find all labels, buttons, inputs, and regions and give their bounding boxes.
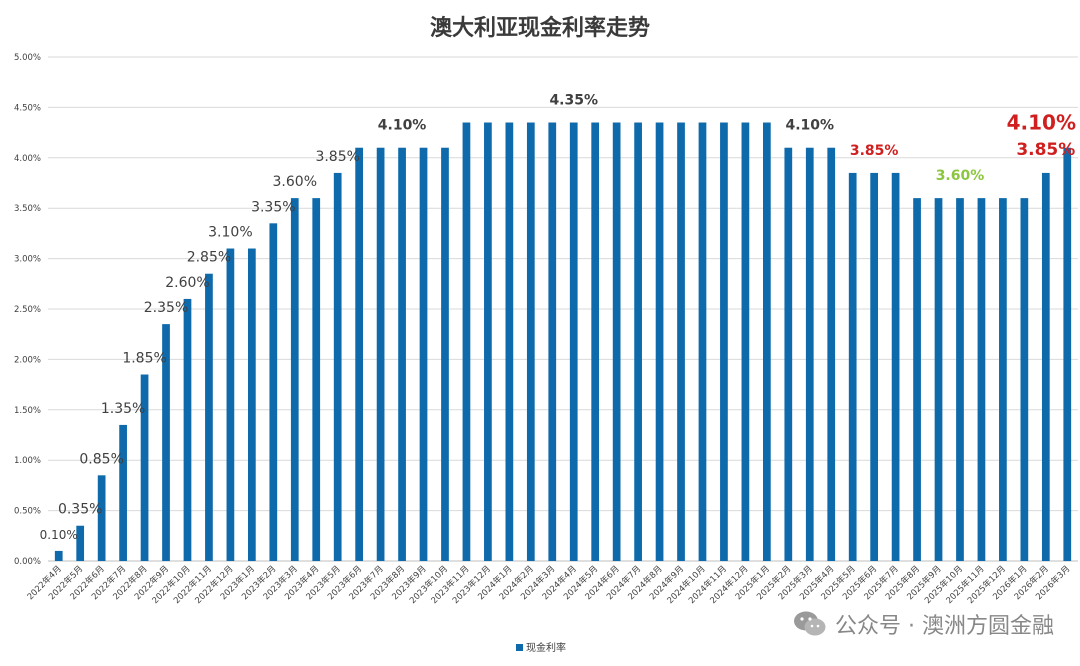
bar — [848, 172, 857, 562]
bars — [54, 122, 1072, 562]
bar — [76, 525, 85, 561]
bar — [54, 550, 63, 561]
legend-label: 现金利率 — [526, 641, 566, 654]
y-tick-label: 0.00% — [14, 557, 41, 567]
bar — [870, 172, 879, 562]
bar — [269, 223, 278, 561]
bar — [97, 475, 106, 561]
bar — [612, 122, 621, 562]
data-label: 4.10% — [785, 118, 834, 134]
bar — [934, 198, 943, 561]
bar — [913, 198, 921, 561]
y-tick-label: 0.50% — [14, 507, 41, 517]
data-label: 3.85% — [1016, 140, 1075, 160]
data-label: 2.85% — [187, 250, 231, 266]
bar — [956, 198, 964, 561]
data-label: 2.60% — [165, 275, 209, 291]
bar — [698, 122, 707, 562]
data-label: 4.10% — [378, 118, 427, 134]
bar — [226, 248, 235, 561]
chart-title: 澳大利亚现金利率走势 — [430, 15, 650, 41]
legend-swatch — [516, 644, 523, 651]
y-tick-label: 1.50% — [14, 406, 41, 416]
watermark-text: 公众号 · 澳洲方圆金融 — [835, 614, 1054, 639]
gridlines — [48, 56, 1078, 512]
bar — [999, 198, 1007, 561]
bar — [119, 424, 127, 561]
y-tick-label: 2.50% — [14, 305, 41, 315]
bar — [333, 172, 342, 562]
bar — [655, 122, 664, 562]
watermark: 公众号 · 澳洲方圆金融 — [793, 608, 1054, 640]
bar — [162, 324, 170, 561]
bar — [741, 122, 750, 562]
data-label: 3.10% — [208, 225, 252, 241]
bar — [827, 147, 836, 561]
legend: 现金利率 — [516, 641, 566, 654]
bar — [526, 122, 535, 562]
bar — [634, 122, 642, 562]
value-annotations: 0.10% 0.35% 0.85% 1.35% 1.85% 2.35% 2.60% 2.85%… — [40, 93, 1076, 542]
bar — [484, 122, 492, 562]
data-label: 3.60% — [273, 174, 317, 190]
data-label: 4.35% — [549, 93, 598, 109]
y-tick-label: 1.00% — [14, 456, 41, 466]
data-label: 4.10% — [1007, 111, 1076, 135]
data-label: 2.35% — [144, 300, 188, 316]
bar — [205, 273, 213, 561]
bar — [419, 147, 428, 561]
bar — [1020, 198, 1029, 561]
bar — [355, 147, 364, 561]
bar — [183, 298, 192, 561]
bar — [977, 198, 986, 561]
data-label: 1.35% — [101, 401, 145, 417]
data-label: 3.85% — [850, 143, 899, 159]
bar — [290, 198, 299, 561]
y-tick-label: 4.50% — [14, 103, 41, 113]
bar — [312, 198, 321, 561]
bar — [1063, 147, 1072, 561]
bar — [247, 248, 256, 561]
bar — [569, 122, 578, 562]
wechat-icon — [794, 611, 826, 636]
data-label: 0.35% — [58, 502, 102, 518]
bar — [720, 122, 728, 562]
bar — [677, 122, 685, 562]
bar — [548, 122, 557, 562]
data-label: 3.35% — [251, 199, 295, 215]
data-label: 3.85% — [315, 149, 359, 165]
x-axis-tick-labels: 2022年4月2022年5月2022年6月2022年7月2022年8月2022年… — [25, 563, 1072, 606]
bar — [591, 122, 600, 562]
bar — [1041, 172, 1050, 562]
bar — [441, 147, 449, 561]
data-label: 0.85% — [79, 451, 123, 467]
y-tick-label: 4.00% — [14, 154, 41, 164]
y-tick-label: 5.00% — [14, 53, 41, 63]
data-label: 1.85% — [122, 351, 166, 367]
bar — [805, 147, 814, 561]
bar — [505, 122, 514, 562]
data-label: 3.60% — [936, 168, 985, 184]
y-tick-label: 3.50% — [14, 204, 41, 214]
y-axis-tick-labels: 0.00% 0.50% 1.00% 1.50% 2.00% 2.50% 3.00% 3.50%… — [14, 53, 41, 567]
data-label: 0.10% — [40, 528, 78, 542]
bar — [398, 147, 406, 561]
bar — [462, 122, 471, 562]
bar — [140, 374, 149, 561]
y-tick-label: 2.00% — [14, 355, 41, 365]
bar — [376, 147, 385, 561]
bar — [762, 122, 771, 562]
bar — [891, 172, 900, 562]
bar — [784, 147, 793, 561]
y-tick-label: 3.00% — [14, 255, 41, 265]
